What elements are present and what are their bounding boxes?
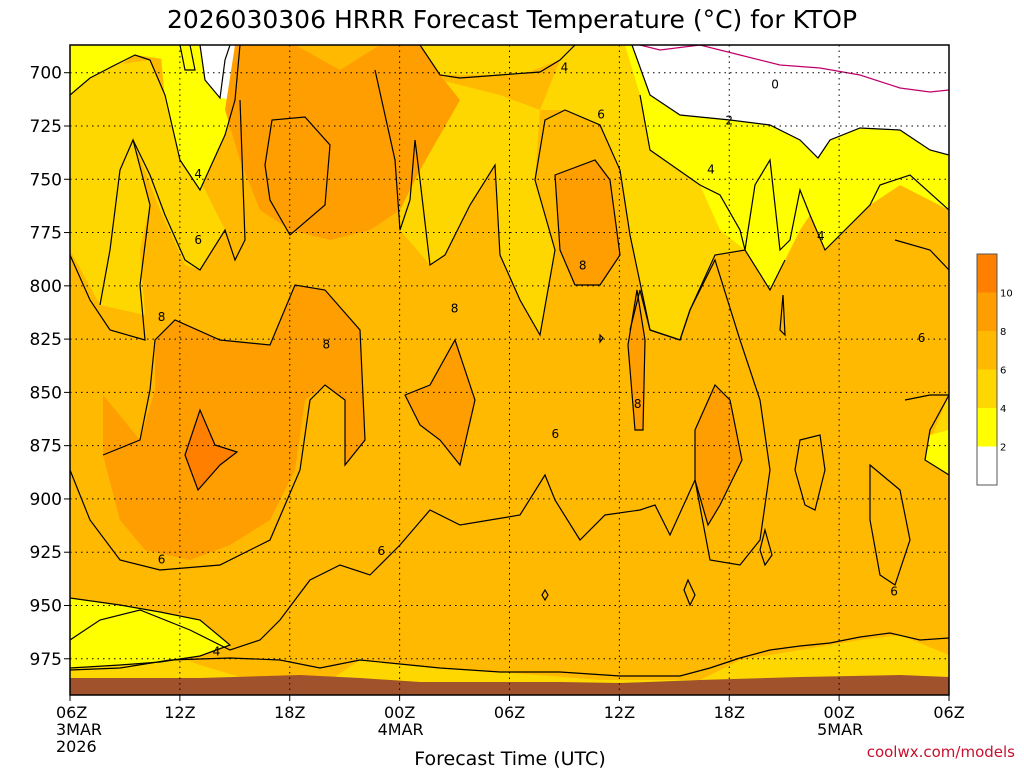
contour-label: 8	[158, 310, 166, 324]
plot-area: 0 2 4 4 4 4 4 6 6 6 6 6 6 6 8 8 8 8 8	[70, 45, 949, 695]
y-tick-label: 900	[30, 490, 62, 510]
contour-label: 8	[579, 259, 587, 273]
y-tick-label: 750	[30, 170, 62, 190]
contour-label: 6	[551, 427, 559, 441]
colorbar-swatch	[977, 446, 997, 485]
colorbar-label: 2	[1000, 443, 1006, 454]
x-tick-label: 12Z	[604, 703, 635, 722]
x-tick-label: 18Z	[274, 703, 305, 722]
contour-label: 6	[597, 107, 605, 121]
colorbar-swatch	[977, 369, 997, 408]
contour-label: 6	[377, 544, 385, 558]
field-8-10	[555, 160, 620, 285]
x-tick-label: 12Z	[164, 703, 195, 722]
y-tick-label: 800	[30, 277, 62, 297]
y-tick-label: 925	[30, 543, 62, 563]
y-tick-label: 875	[30, 437, 62, 457]
colorbar-frame	[976, 253, 998, 486]
y-tick-label: 850	[30, 383, 62, 403]
y-tick-label: 725	[30, 117, 62, 137]
contour-label: 8	[634, 397, 642, 411]
colorbar-label: 8	[1000, 327, 1006, 338]
field-8-10	[405, 340, 475, 465]
x-tick-label: 00Z	[823, 703, 854, 722]
x-tick-label: 5MAR	[817, 720, 863, 739]
contour-lines	[70, 45, 949, 677]
field-8-10	[103, 285, 365, 560]
field-4-6-pocket	[540, 45, 810, 340]
y-tick-label: 825	[30, 330, 62, 350]
colorbar-label: 4	[1000, 404, 1006, 415]
contour-label: 8	[451, 301, 459, 315]
colorbar-label: 6	[1000, 366, 1006, 377]
contour-label: 6	[890, 585, 898, 599]
contour-label: 6	[158, 553, 166, 567]
colorbar: 2 4 6 8 10	[976, 253, 1013, 486]
field-8-10	[265, 117, 330, 235]
x-tick-label: 06Z	[933, 703, 964, 722]
contour-label: 4	[213, 644, 221, 658]
x-tick-label: 06Z	[56, 703, 87, 722]
colorbar-swatch	[977, 292, 997, 331]
contour-label: 6	[194, 233, 202, 247]
contour-label: 4	[194, 167, 202, 181]
field-0-2	[632, 45, 949, 158]
field-2-4	[70, 598, 230, 668]
contour-labels: 0 2 4 4 4 4 4 6 6 6 6 6 6 6 8 8 8 8 8	[158, 60, 926, 658]
contour-label: 4	[707, 163, 715, 177]
y-axis: 700 725 750 775 800 825 850 875 900 925 950 975	[30, 64, 70, 670]
x-tick-label: 3MAR	[56, 720, 102, 739]
contour-label: 2	[725, 114, 733, 128]
x-tick-label: 2026	[56, 737, 97, 756]
y-tick-label: 975	[30, 650, 62, 670]
gridlines	[70, 45, 949, 695]
contour-label: 4	[817, 229, 825, 243]
colorbar-swatch	[977, 331, 997, 370]
field-10-12	[185, 410, 237, 490]
x-tick-label: 00Z	[384, 703, 415, 722]
credit-text: coolwx.com/models	[867, 743, 1015, 761]
y-tick-label: 775	[30, 224, 62, 244]
field-8-10	[695, 385, 742, 525]
contour-label: 8	[323, 337, 331, 351]
y-tick-label: 950	[30, 596, 62, 616]
contour-label: 0	[771, 77, 779, 91]
x-axis-label: Forecast Time (UTC)	[414, 748, 605, 768]
contour-label: 6	[918, 331, 926, 345]
colorbar-label: 10	[1000, 289, 1013, 300]
x-tick-label: 18Z	[714, 703, 745, 722]
x-tick-label: 06Z	[494, 703, 525, 722]
y-tick-label: 700	[30, 64, 62, 84]
contour-label: 4	[561, 60, 569, 74]
x-tick-label: 4MAR	[378, 720, 424, 739]
chart-title: 2026030306 HRRR Forecast Temperature (°C…	[167, 5, 857, 34]
colorbar-swatch	[977, 408, 997, 447]
colorbar-swatch	[977, 254, 997, 293]
field-4-6-pocket	[70, 60, 225, 315]
